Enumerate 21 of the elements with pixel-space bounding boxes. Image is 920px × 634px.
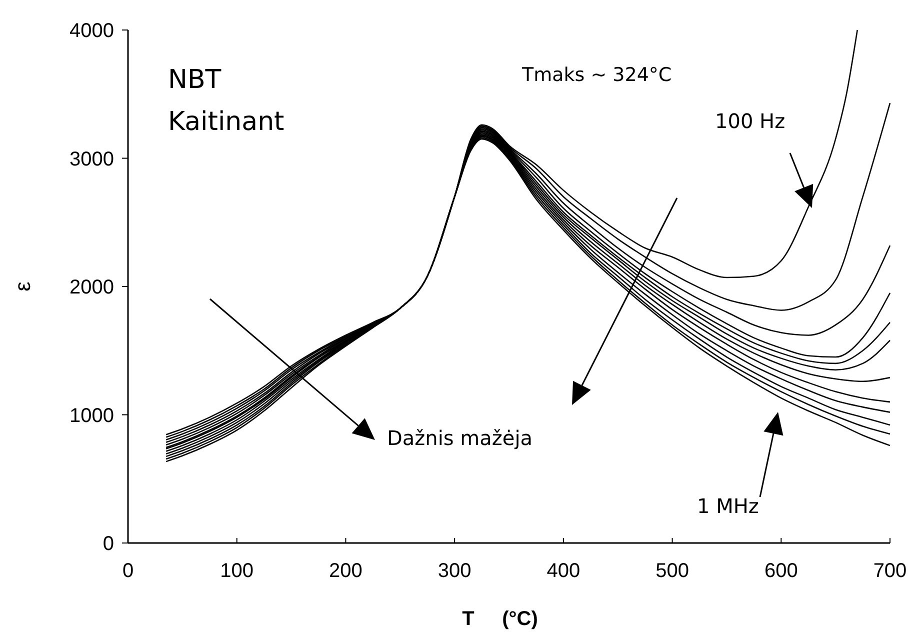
x-tick-label: 500 (656, 560, 689, 582)
y-tick-label: 1000 (70, 404, 114, 427)
annotation: Kaitinant (168, 107, 284, 137)
x-tick-label: 200 (329, 560, 362, 582)
x-tick-label: 0 (122, 560, 134, 582)
y-tick-label: 3000 (70, 148, 114, 170)
x-tick-label: 300 (438, 560, 472, 582)
annotation: 100 Hz (715, 109, 786, 133)
x-tick-label: 600 (764, 560, 798, 582)
y-tick-label: 0 (102, 533, 114, 555)
annotation: Tmaks ~ 324°C (521, 64, 672, 86)
y-tick-label: 2000 (70, 276, 114, 298)
x-tick-label: 400 (546, 560, 580, 582)
annotation: 1 MHz (697, 494, 759, 518)
x-tick-label: 700 (873, 560, 907, 582)
x-axis-title: T (°C) (462, 608, 538, 630)
annotation: Dažnis mažėja (387, 426, 533, 450)
y-tick-label: 4000 (70, 20, 114, 42)
annotation: NBT (168, 65, 222, 95)
x-tick-label: 100 (220, 560, 254, 582)
y-axis-title: ε (10, 281, 35, 292)
